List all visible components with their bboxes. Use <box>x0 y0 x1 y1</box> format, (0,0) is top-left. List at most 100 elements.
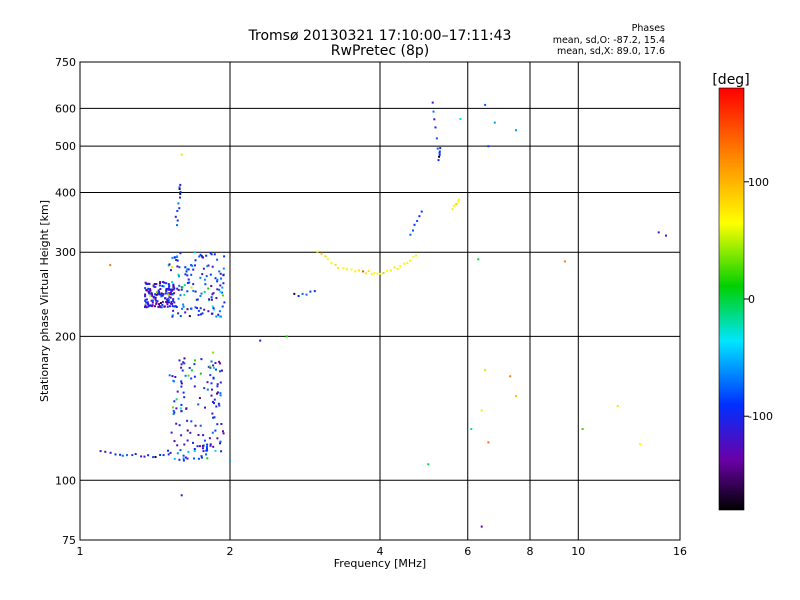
data-point <box>212 445 215 448</box>
data-point <box>176 219 179 222</box>
data-point <box>563 260 566 263</box>
data-point <box>212 307 215 310</box>
data-point <box>222 432 225 435</box>
data-point <box>199 295 202 297</box>
data-point <box>217 313 220 316</box>
data-point <box>221 291 224 294</box>
data-point <box>216 383 219 386</box>
data-point <box>190 273 193 276</box>
data-point <box>206 457 209 460</box>
data-point <box>219 381 222 384</box>
data-point <box>160 292 163 295</box>
data-point <box>157 289 160 292</box>
data-point <box>206 445 208 448</box>
data-point <box>183 396 186 399</box>
data-point <box>177 273 180 276</box>
data-point <box>167 287 170 290</box>
data-point <box>161 303 164 306</box>
data-point <box>179 192 182 195</box>
data-point <box>459 118 462 120</box>
data-point <box>211 412 214 415</box>
data-point <box>665 234 667 237</box>
data-point <box>457 200 459 203</box>
data-point <box>158 293 161 296</box>
data-point <box>320 252 323 255</box>
data-point <box>189 431 192 434</box>
data-point <box>209 374 212 377</box>
data-point <box>657 231 660 234</box>
data-point <box>172 283 175 286</box>
x-tick-label: 10 <box>571 545 585 558</box>
x-tick-label: 1 <box>77 545 84 558</box>
data-point <box>173 400 176 403</box>
data-point <box>362 270 365 273</box>
colorbar-tick-label: 100 <box>748 176 769 189</box>
data-point <box>427 463 430 466</box>
data-point <box>180 380 183 383</box>
data-point <box>204 406 206 409</box>
data-point <box>177 297 180 300</box>
data-point <box>324 255 327 258</box>
data-point <box>455 202 458 205</box>
data-point <box>170 288 173 291</box>
data-point <box>179 449 182 452</box>
data-point <box>181 307 184 310</box>
data-point <box>171 266 173 269</box>
data-point <box>509 375 512 378</box>
data-point <box>206 381 209 384</box>
data-point <box>396 268 399 270</box>
data-point <box>219 442 221 445</box>
data-point <box>144 295 147 298</box>
data-point <box>157 305 160 308</box>
data-point <box>212 351 215 354</box>
data-point <box>382 272 385 275</box>
data-point <box>200 456 203 459</box>
data-point <box>169 291 172 294</box>
data-point <box>212 292 215 295</box>
data-point <box>171 305 174 308</box>
data-point <box>183 293 186 296</box>
data-point <box>155 283 158 286</box>
data-point <box>184 311 187 314</box>
data-point <box>406 262 409 265</box>
data-point <box>219 394 222 397</box>
data-point <box>166 301 168 304</box>
data-point <box>109 451 112 454</box>
data-point <box>187 374 190 377</box>
x-tick-label: 16 <box>673 545 687 558</box>
y-tick-label: 300 <box>55 246 76 259</box>
data-point <box>172 409 175 412</box>
data-point <box>437 159 440 162</box>
data-point <box>182 457 185 460</box>
colorbar-tick-label: -100 <box>748 410 773 423</box>
x-axis-ticks: 1 2 4 6 8 10 16 <box>77 545 688 558</box>
data-point <box>293 292 296 295</box>
data-point <box>171 314 174 317</box>
data-point <box>147 305 150 308</box>
data-point <box>182 459 185 462</box>
data-point <box>182 391 185 394</box>
colorbar-ticks: 100 0 -100 <box>744 176 773 423</box>
data-point <box>438 155 441 158</box>
data-point <box>145 301 148 304</box>
data-point <box>197 314 200 316</box>
data-point <box>209 273 212 276</box>
stats-x-mode: mean, sd,X: 89.0, 17.6 <box>557 46 665 57</box>
data-point <box>199 424 202 427</box>
data-point <box>216 288 219 291</box>
data-point <box>181 369 184 372</box>
data-point <box>170 289 173 292</box>
data-point <box>438 153 441 156</box>
data-point <box>185 407 188 410</box>
data-point <box>212 364 215 367</box>
data-point <box>180 403 183 406</box>
data-point <box>213 398 216 401</box>
data-point <box>144 306 146 308</box>
data-point <box>119 453 122 456</box>
data-point <box>316 250 319 253</box>
data-point <box>219 362 222 365</box>
data-point <box>210 298 213 301</box>
data-point <box>182 361 185 364</box>
data-point <box>164 292 167 295</box>
data-point <box>170 431 173 434</box>
